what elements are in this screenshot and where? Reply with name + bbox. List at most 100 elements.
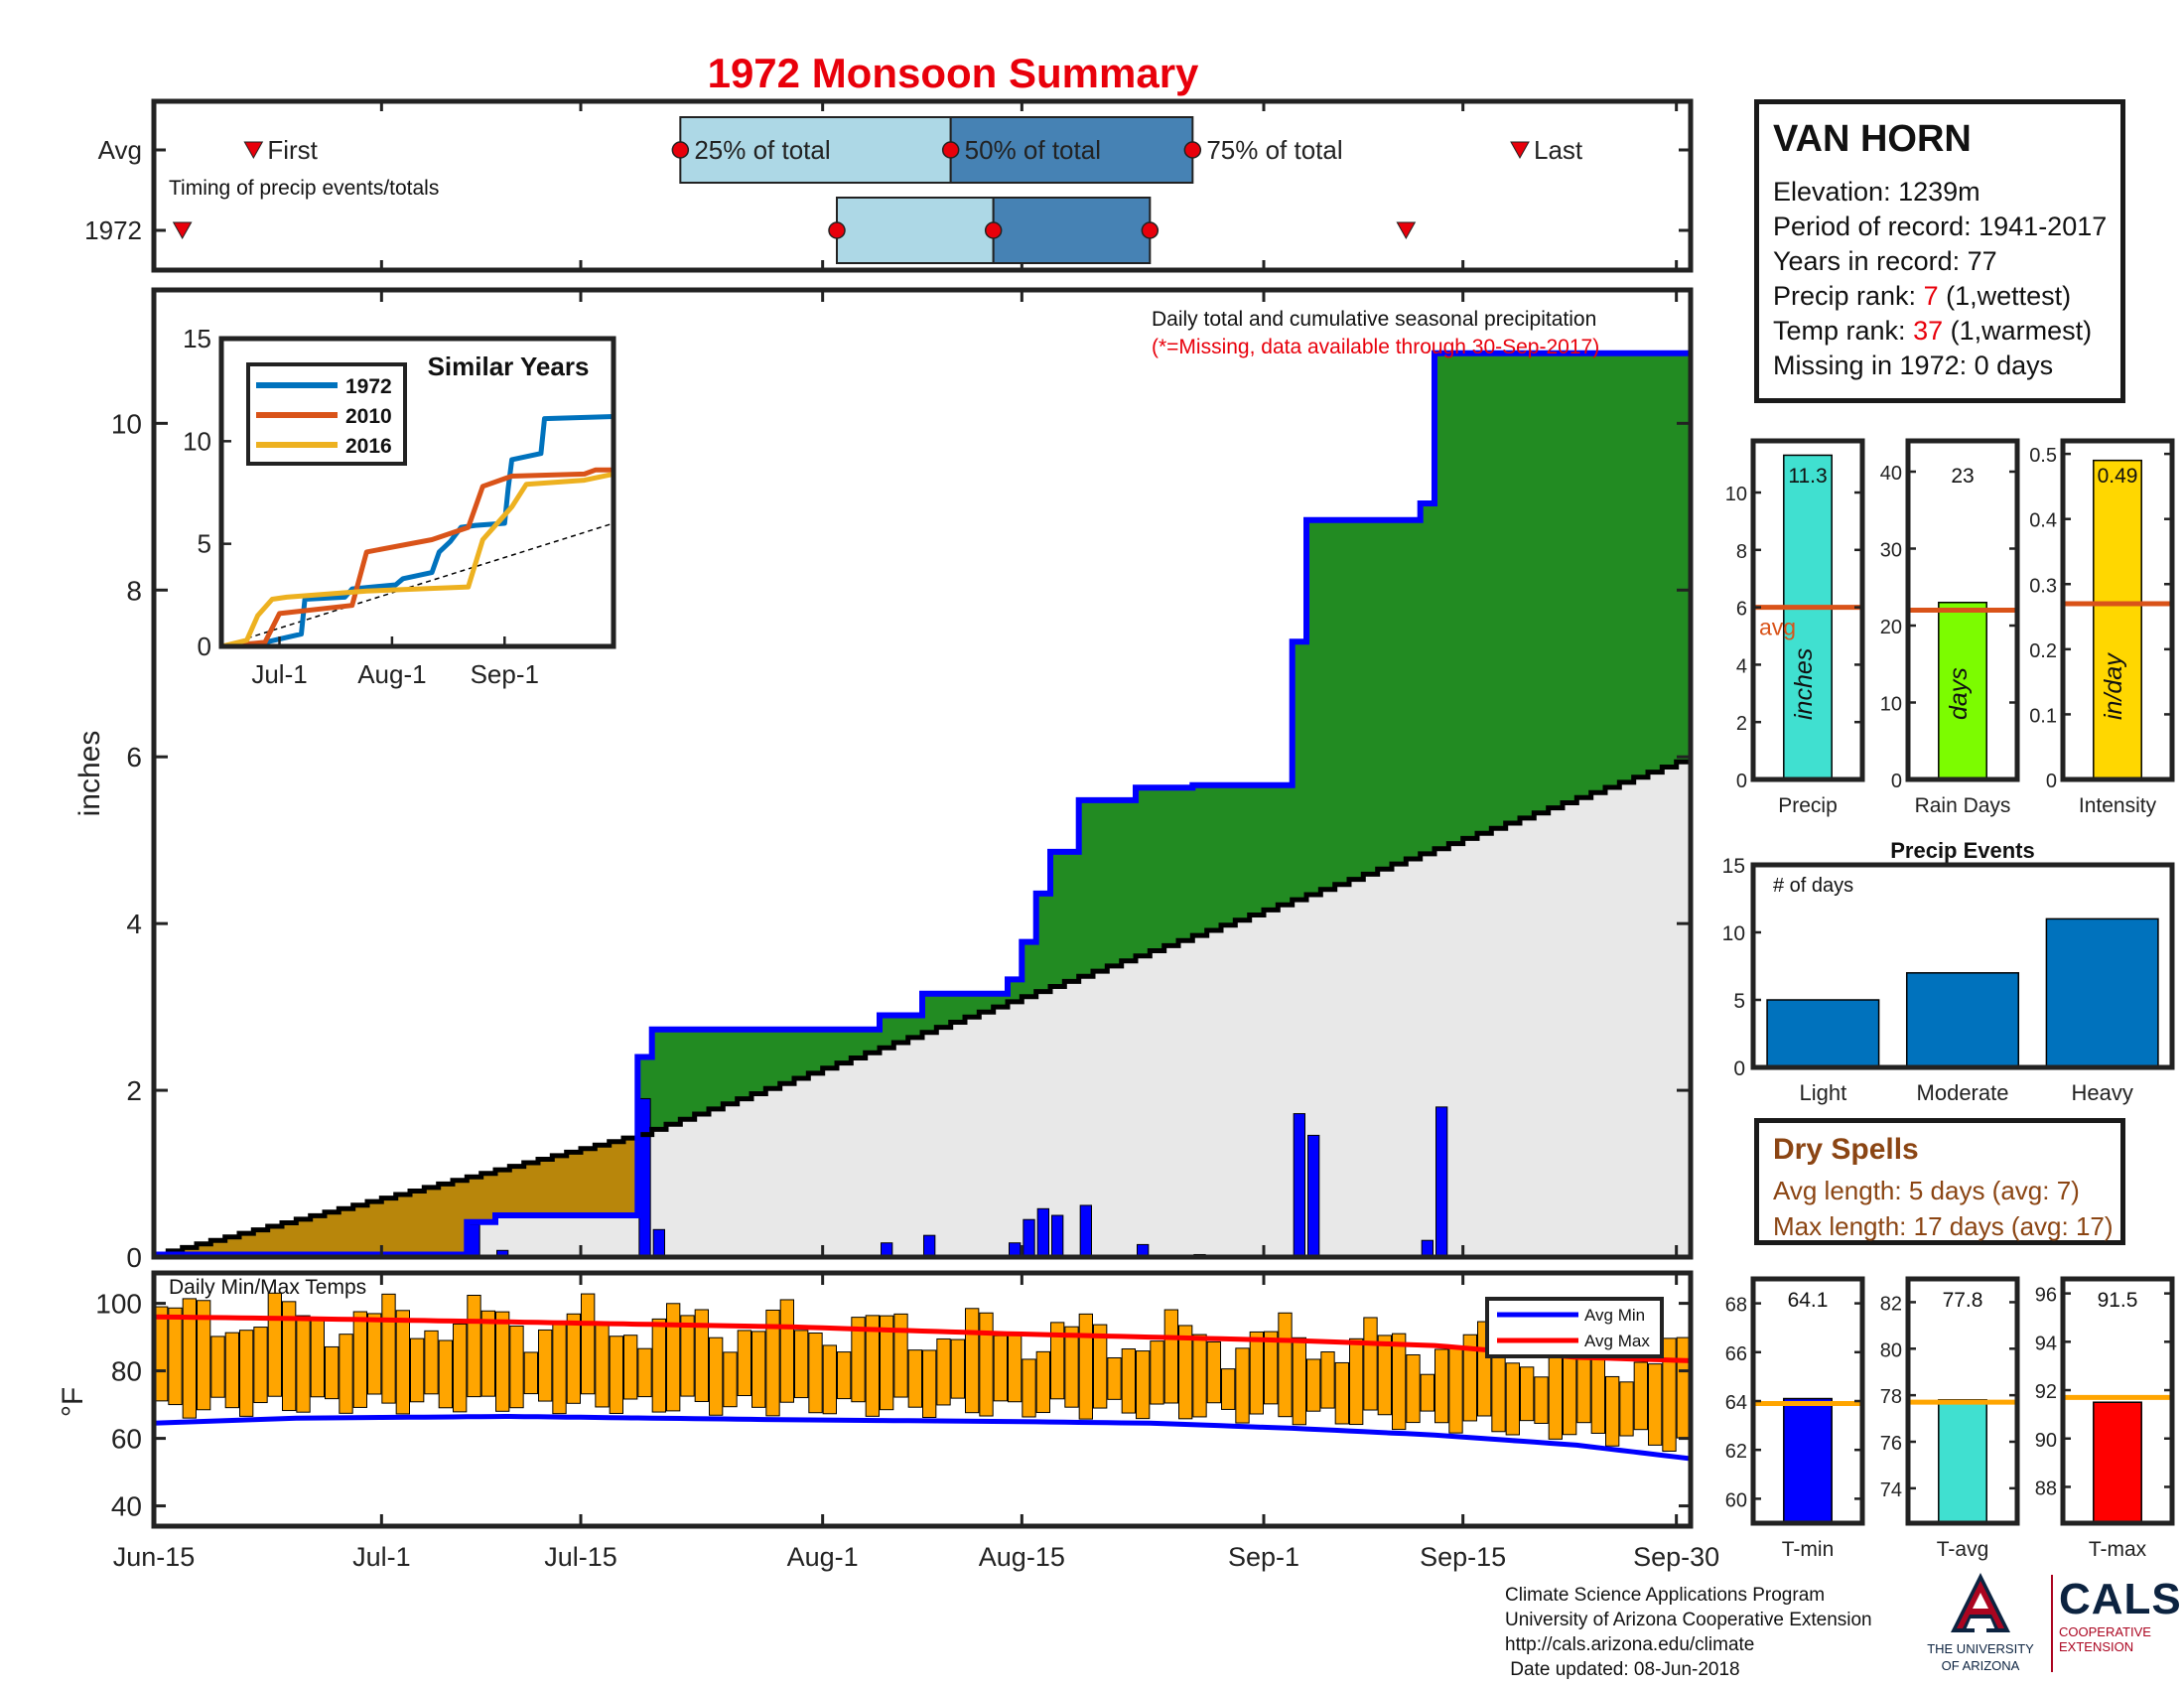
timing-label-q25: 25% of total <box>694 135 830 165</box>
daily-precip-bar <box>1051 1214 1064 1258</box>
t_max-bar <box>2093 1401 2142 1524</box>
daily-temp-bar <box>1662 1337 1677 1453</box>
intensity-ytick-label: 0.2 <box>2029 640 2057 662</box>
temps-ytick-label: 100 <box>95 1289 142 1320</box>
daily-temp-bar <box>395 1310 410 1415</box>
precip-rank-value: 7 <box>1923 281 1939 311</box>
timing-row-label: Avg <box>98 135 142 165</box>
daily-temp-bar <box>239 1330 254 1417</box>
daily-temp-bar <box>1534 1376 1549 1424</box>
timing-label-q50: 50% of total <box>965 135 1101 165</box>
university-caption-1: THE UNIVERSITY <box>1927 1641 2034 1656</box>
precip_total-ytick-label: 2 <box>1736 713 1747 735</box>
precip-ytick-label: 0 <box>126 1242 142 1273</box>
daily-temp-bar <box>224 1332 240 1409</box>
daily-temp-bar <box>1278 1312 1293 1418</box>
station-name: VAN HORN <box>1773 118 1972 160</box>
legend-label-1972: 1972 <box>345 375 392 398</box>
xtick-label: Aug-15 <box>979 1542 1065 1572</box>
daily-temp-bar <box>325 1345 340 1400</box>
daily-temp-bar <box>822 1344 838 1415</box>
precip-title: Daily total and cumulative seasonal prec… <box>1152 308 1596 331</box>
daily-temp-bar <box>993 1335 1009 1402</box>
timing-triangle-last <box>1396 221 1417 240</box>
credit-line-3: http://cals.arizona.edu/climate <box>1505 1634 1755 1655</box>
daily-temp-bar <box>367 1313 382 1395</box>
temps-frame <box>151 1270 1694 1529</box>
daily-temp-bar <box>1491 1354 1506 1433</box>
similar-years-frame <box>218 336 616 649</box>
xtick-label: Sep-15 <box>1420 1542 1506 1572</box>
t_max-value-label: 91.5 <box>2098 1289 2138 1312</box>
timing-row-label: 1972 <box>84 215 142 245</box>
daily-temp-bar <box>253 1327 268 1404</box>
daily-temp-bar <box>310 1318 325 1398</box>
cals-logo: CALS COOPERATIVE EXTENSION <box>2059 1575 2181 1654</box>
elevation-line: Elevation: 1239m <box>1773 177 1980 207</box>
daily-precip-bar <box>652 1228 666 1258</box>
daily-temp-bar <box>723 1351 738 1408</box>
intensity-value-label: 0.49 <box>2098 465 2138 488</box>
daily-temp-bar <box>1192 1334 1207 1418</box>
precip_total-bar <box>1783 454 1833 780</box>
daily-temp-bar <box>1163 1309 1178 1404</box>
timing-label-q75: 75% of total <box>1206 135 1342 165</box>
intensity-ytick-label: 0.5 <box>2029 445 2057 467</box>
timing-label-last: Last <box>1534 135 1583 165</box>
temps-ylabel: °F <box>57 1387 89 1417</box>
cals-caption-1: COOPERATIVE <box>2059 1624 2151 1639</box>
daily-temp-bar <box>1292 1336 1306 1426</box>
xtick-label: Jun-15 <box>113 1542 196 1572</box>
daily-temp-bar <box>210 1336 225 1398</box>
daily-temp-bar <box>794 1330 809 1399</box>
events-ytick-label: 10 <box>1722 922 1745 945</box>
timing-marker-q50 <box>984 221 1003 239</box>
similar-years-line-2010 <box>220 467 614 649</box>
daily-temp-bar <box>1078 1313 1093 1420</box>
daily-temp-bar <box>765 1309 780 1417</box>
daily-temp-bar <box>694 1309 710 1402</box>
daily-temp-bar <box>467 1294 481 1398</box>
daily-temp-bar <box>1035 1350 1050 1414</box>
daily-temp-bar <box>566 1313 582 1404</box>
legend-label-avg-max: Avg Max <box>1584 1332 1650 1350</box>
intensity-frame <box>2060 438 2175 782</box>
daily-precip-bar <box>1036 1207 1049 1258</box>
logo-divider <box>2051 1575 2053 1672</box>
rain_days-ytick-label: 40 <box>1880 463 1902 485</box>
xtick-label: Jul-15 <box>544 1542 617 1572</box>
daily-temp-bar <box>1448 1345 1463 1434</box>
daily-temp-bar <box>737 1330 752 1397</box>
daily-temp-bar <box>1022 1358 1036 1418</box>
daily-temp-bar <box>1605 1375 1620 1447</box>
event-bar-light <box>1766 999 1880 1068</box>
daily-temp-bar <box>1363 1317 1378 1411</box>
similar-ytick-label: 15 <box>183 324 211 353</box>
event-category-label: Heavy <box>2071 1080 2132 1105</box>
daily-temp-bar <box>1520 1366 1535 1422</box>
daily-temp-bar <box>1619 1381 1634 1437</box>
precip_total-ytick-label: 4 <box>1736 655 1747 677</box>
event-category-label: Moderate <box>1917 1080 2009 1105</box>
event-bar-heavy <box>2045 917 2159 1068</box>
timing-box-early <box>679 116 952 184</box>
legend-label-avg-min: Avg Min <box>1584 1306 1645 1325</box>
dry-spells-title: Dry Spells <box>1773 1133 1919 1166</box>
intensity-ytick-label: 0.1 <box>2029 705 2057 727</box>
timing-triangle-first <box>243 141 264 160</box>
daily-temp-bar <box>1377 1335 1392 1416</box>
similar-ytick-label: 5 <box>198 529 211 559</box>
daily-temp-bar <box>438 1339 453 1409</box>
t_max-ytick-label: 92 <box>2035 1381 2057 1403</box>
daily-temp-bar <box>1434 1348 1449 1424</box>
precip_total-value-label: 11.3 <box>1788 465 1827 488</box>
rain_days-ytick-label: 10 <box>1880 694 1902 716</box>
daily-temp-bar <box>1633 1361 1648 1431</box>
missing-line: Missing in 1972: 0 days <box>1773 351 2054 380</box>
similar-years-chart: 0 5 10 15 Jul-1 Aug-1 Sep-1 Similar Years 1972 20… <box>183 324 616 689</box>
missing-value: 0 days <box>1974 351 2054 380</box>
daily-temp-bar <box>1420 1373 1434 1412</box>
daily-precip-bar <box>1435 1106 1448 1258</box>
events-ytick-label: 15 <box>1722 855 1745 878</box>
